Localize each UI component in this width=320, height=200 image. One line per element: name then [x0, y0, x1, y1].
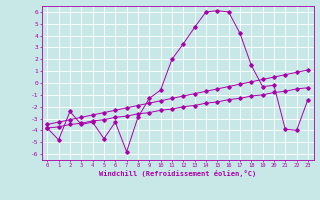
- X-axis label: Windchill (Refroidissement éolien,°C): Windchill (Refroidissement éolien,°C): [99, 170, 256, 177]
